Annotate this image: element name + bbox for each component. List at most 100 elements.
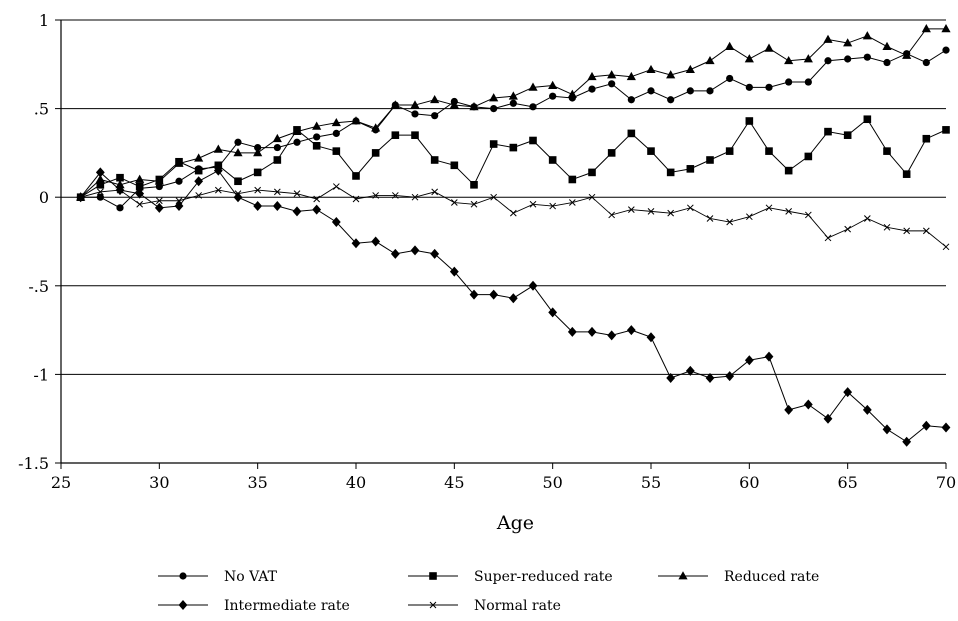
data-point-super-reduced-rate [588,168,596,177]
data-point-super-reduced-rate [116,173,124,182]
data-point-normal-rate [509,209,517,217]
data-point-normal-rate [313,195,321,203]
data-point-normal-rate [450,199,458,206]
series-group [76,24,951,447]
data-point-normal-rate [116,186,124,194]
data-point-super-reduced-rate [548,156,557,164]
data-point-normal-rate [647,208,655,215]
data-point-super-reduced-rate [647,147,655,155]
data-point-no-vat [804,78,812,86]
data-point-reduced-rate [508,91,518,100]
data-point-reduced-rate [882,41,892,50]
data-point-no-vat [667,96,675,104]
data-point-super-reduced-rate [509,143,518,152]
data-point-super-reduced-rate [627,129,636,138]
legend-label: Reduced rate [724,569,819,585]
data-point-normal-rate [195,192,203,199]
axis-labels: Age 1 .5 0 -.5 -1 -1.525 30 35 40 45 50 55 60 65 70 [18,11,956,534]
data-point-super-reduced-rate [666,168,675,177]
y-tick-label: -1 [33,365,49,384]
data-point-no-vat [922,58,930,67]
data-point-reduced-rate [174,158,184,167]
legend-marker-intermediate-rate [178,600,188,610]
data-point-no-vat [863,53,871,61]
data-point-super-reduced-rate [706,156,714,164]
data-point-normal-rate [234,190,242,198]
data-point-super-reduced-rate [804,152,813,161]
data-point-normal-rate [470,200,478,208]
legend-marker-reduced-rate [678,571,688,580]
data-point-super-reduced-rate [686,165,695,173]
data-point-no-vat [313,133,321,141]
data-point-reduced-rate [390,100,400,109]
data-point-no-vat [726,74,734,83]
data-point-normal-rate [96,188,104,196]
data-point-normal-rate [529,200,537,208]
data-point-intermediate-rate [784,404,794,415]
data-point-normal-rate [214,186,222,194]
data-point-normal-rate [77,193,85,201]
data-point-normal-rate [411,193,419,201]
series-normal-rate [77,183,950,251]
data-point-super-reduced-rate [489,140,498,148]
series-no-vat [77,46,950,212]
data-point-intermediate-rate [862,404,872,415]
data-point-normal-rate [706,215,714,222]
data-point-normal-rate [608,211,616,219]
data-point-intermediate-rate [764,351,774,362]
data-point-normal-rate [824,234,832,242]
data-point-reduced-rate [371,123,381,132]
data-point-intermediate-rate [587,326,597,337]
data-point-intermediate-rate [607,330,617,341]
legend-marker-normal-rate [429,601,437,609]
data-point-reduced-rate [115,179,125,189]
legend-marker-no-vat [179,572,187,580]
data-point-super-reduced-rate [234,177,242,186]
data-point-no-vat [529,103,537,111]
data-point-normal-rate [293,190,301,198]
data-point-no-vat [706,87,714,95]
data-point-reduced-rate [253,148,263,157]
data-point-super-reduced-rate [765,147,773,155]
data-point-intermediate-rate [508,293,518,304]
data-point-normal-rate [785,208,793,215]
data-point-normal-rate [155,197,163,205]
data-point-reduced-rate [764,43,774,52]
data-point-reduced-rate [902,50,912,59]
data-point-normal-rate [588,193,596,201]
data-point-reduced-rate [430,94,440,104]
data-point-no-vat [431,112,439,120]
data-point-no-vat [608,80,616,88]
y-tick-label: -.5 [28,277,49,296]
x-tick-label: 30 [149,473,169,492]
data-point-no-vat [627,96,635,104]
legend-item-super-reduced-rate: Super-reduced rate [408,569,613,585]
legend-label: Normal rate [474,598,561,614]
data-point-normal-rate [745,213,753,221]
data-point-intermediate-rate [921,420,931,431]
data-point-intermediate-rate [351,238,361,249]
legend-label: No VAT [224,569,278,585]
legend: No VAT Super-reduced rate Reduced rate Inte… [158,569,819,614]
data-point-intermediate-rate [95,167,105,178]
y-tick-label: 0 [39,188,49,207]
data-point-intermediate-rate [331,217,341,228]
data-point-reduced-rate [95,174,105,183]
data-point-intermediate-rate [489,289,499,300]
data-point-no-vat [686,87,694,95]
data-point-normal-rate [273,188,281,196]
data-point-no-vat [234,138,242,146]
data-point-reduced-rate [607,70,617,79]
data-point-normal-rate [627,206,635,213]
data-point-normal-rate [332,183,340,190]
data-point-super-reduced-rate [843,131,852,139]
data-point-normal-rate [804,211,812,219]
data-point-reduced-rate [233,148,243,157]
data-point-super-reduced-rate [450,161,459,170]
data-point-intermediate-rate [430,248,440,259]
y-tick-label: -1.5 [18,454,49,473]
data-point-intermediate-rate [666,372,676,383]
x-tick-label: 25 [51,473,71,492]
data-point-intermediate-rate [941,422,951,433]
